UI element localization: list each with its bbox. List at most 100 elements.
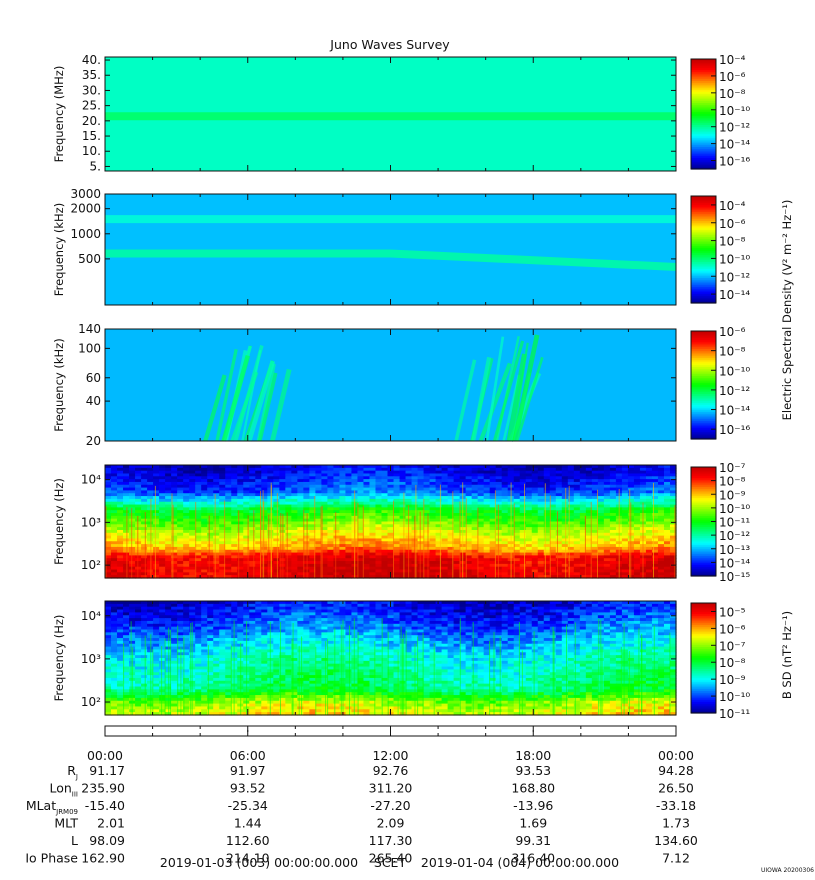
spectrogram-cell (207, 558, 214, 562)
spectrogram-cell (117, 470, 124, 475)
spectrogram-cell (261, 552, 268, 557)
spectrogram-cell (237, 626, 244, 631)
spectrogram-cell (567, 558, 575, 562)
spectrogram-cell (405, 623, 413, 628)
spectrogram-cell (267, 612, 274, 616)
spectrogram-cell (501, 601, 509, 605)
spectrogram-cell (411, 490, 419, 494)
spectrogram-cell (495, 558, 503, 562)
spectrogram-cell (165, 465, 172, 469)
spectrogram-cell (621, 575, 629, 579)
spectrogram-cell (111, 623, 118, 628)
spectrogram-cell (195, 601, 202, 605)
spectrogram-cell (573, 606, 581, 611)
spectrogram-cell (111, 490, 118, 494)
spectrogram-cell (171, 484, 178, 489)
spectrogram-cell (345, 544, 353, 548)
spectrogram-cell (423, 546, 431, 551)
spectrogram-cell (285, 618, 292, 622)
spectrogram-cell (171, 544, 178, 548)
spectrogram-cell (519, 481, 527, 486)
spectrogram-cell (231, 493, 238, 497)
spectrogram-cell (369, 507, 377, 511)
spectrogram-cell (195, 532, 202, 537)
spectrogram-cell (117, 609, 124, 613)
spectrogram-cell (531, 538, 539, 542)
spectrogram-cell (201, 518, 208, 523)
spectrogram-cell (543, 606, 551, 611)
spectrogram-cell (399, 481, 407, 486)
spectrogram-cell (615, 467, 623, 472)
spectrogram-cell (195, 566, 202, 571)
spectrogram-cell (453, 521, 461, 525)
spectrogram-cell (609, 563, 617, 568)
spectrogram-cell (285, 558, 292, 562)
spectrogram-cell (453, 606, 461, 611)
spectrogram-cell (177, 620, 184, 625)
spectrogram-cell (615, 615, 623, 619)
spectrogram-cell (255, 620, 262, 625)
spectrogram-cell (537, 490, 545, 494)
spectrogram-cell (573, 544, 581, 548)
spectrogram-cell (291, 626, 298, 631)
spectrogram-cell (189, 524, 196, 528)
spectrogram-cell (657, 575, 665, 579)
spectrogram-cell (579, 566, 587, 571)
spectrogram-cell (567, 521, 575, 525)
spectrogram-cell (357, 467, 365, 472)
spectrogram-cell (573, 496, 581, 500)
spectrogram-cell (489, 527, 497, 531)
spectrogram-cell (189, 470, 196, 475)
spectrogram-cell (231, 575, 238, 579)
spectrogram-cell (249, 467, 256, 472)
spectrogram-cell (543, 476, 551, 480)
spectrogram-cell (129, 546, 136, 551)
burst-streak (221, 354, 251, 442)
spectrogram-cell (465, 521, 473, 525)
spectrogram-cell (627, 490, 635, 494)
spectrogram-cell (477, 606, 485, 611)
spectrogram-cell (399, 484, 407, 489)
spectrogram-cell (273, 476, 280, 480)
spectrogram-cell (417, 555, 425, 559)
spectrogram-cell (255, 558, 262, 562)
spectrogram-cell (147, 606, 154, 611)
spectrogram-cell (117, 566, 124, 571)
spectrogram-cell (525, 552, 533, 557)
spectrogram-cell (633, 623, 641, 628)
spectrogram-cell (123, 490, 130, 494)
spectrogram-cell (345, 513, 353, 517)
spectrogram-cell (243, 510, 250, 514)
spectrogram-cell (543, 515, 551, 520)
spectrogram-cell (327, 504, 334, 508)
spectrogram-cell (213, 535, 220, 540)
spectrogram-cell (261, 535, 268, 540)
spectrogram-cell (291, 513, 298, 517)
spectrogram-cell (123, 496, 130, 500)
spectrogram-cell (597, 465, 605, 469)
spectrogram-cell (507, 470, 515, 475)
spectrogram-cell (657, 561, 665, 565)
spectrogram-cell (657, 501, 665, 506)
spectrogram-cell (549, 476, 557, 480)
spectrogram-cell (177, 569, 184, 573)
spectrogram-cell (627, 481, 635, 486)
spectrogram-cell (585, 521, 593, 525)
spectrogram-cell (291, 498, 298, 503)
spectrogram-cell (183, 513, 190, 517)
spectrogram-cell (417, 498, 425, 503)
spectrogram-cell (237, 620, 244, 625)
spectrogram-cell (423, 487, 431, 492)
spectrogram-cell (519, 532, 527, 537)
spectrogram-cell (189, 569, 196, 573)
spectrogram-cell (207, 535, 214, 540)
spectrogram-cell (327, 479, 334, 483)
spectrogram-cell (483, 615, 491, 619)
spectrogram-cell (525, 549, 533, 554)
spectrogram-cell (381, 473, 389, 477)
spectrogram-cell (189, 484, 196, 489)
spectrogram-cell (273, 561, 280, 565)
spectrogram-cell (375, 527, 383, 531)
spectrogram-cell (669, 558, 677, 562)
spectrogram-cell (453, 527, 461, 531)
